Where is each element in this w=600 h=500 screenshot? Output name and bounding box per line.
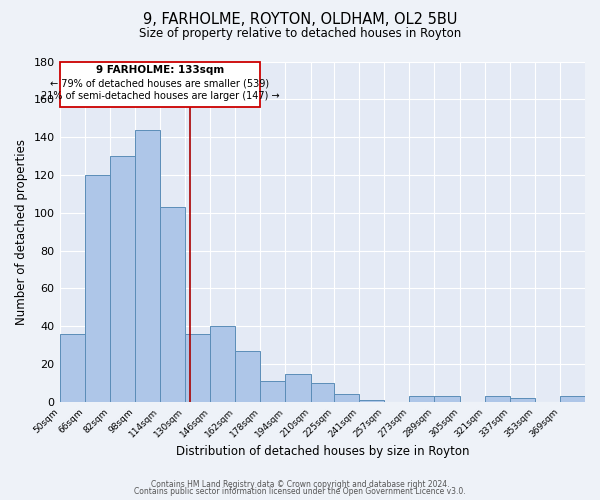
Y-axis label: Number of detached properties: Number of detached properties <box>15 138 28 324</box>
Bar <box>359 400 384 402</box>
Bar <box>260 381 286 402</box>
Bar <box>485 396 510 402</box>
Bar <box>286 374 311 402</box>
Bar <box>85 175 110 402</box>
Bar <box>409 396 434 402</box>
Bar <box>510 398 535 402</box>
Text: 21% of semi-detached houses are larger (147) →: 21% of semi-detached houses are larger (… <box>41 91 279 101</box>
Bar <box>560 396 585 402</box>
Bar <box>210 326 235 402</box>
FancyBboxPatch shape <box>59 62 260 107</box>
Text: Contains public sector information licensed under the Open Government Licence v3: Contains public sector information licen… <box>134 487 466 496</box>
Text: Contains HM Land Registry data © Crown copyright and database right 2024.: Contains HM Land Registry data © Crown c… <box>151 480 449 489</box>
Bar <box>135 130 160 402</box>
X-axis label: Distribution of detached houses by size in Royton: Distribution of detached houses by size … <box>176 444 469 458</box>
Bar <box>59 334 85 402</box>
Bar <box>334 394 359 402</box>
Bar <box>110 156 135 402</box>
Text: 9, FARHOLME, ROYTON, OLDHAM, OL2 5BU: 9, FARHOLME, ROYTON, OLDHAM, OL2 5BU <box>143 12 457 28</box>
Text: 9 FARHOLME: 133sqm: 9 FARHOLME: 133sqm <box>96 66 224 76</box>
Bar <box>311 383 334 402</box>
Bar <box>235 351 260 402</box>
Bar <box>160 207 185 402</box>
Text: Size of property relative to detached houses in Royton: Size of property relative to detached ho… <box>139 28 461 40</box>
Text: ← 79% of detached houses are smaller (539): ← 79% of detached houses are smaller (53… <box>50 78 269 88</box>
Bar <box>185 334 210 402</box>
Bar <box>434 396 460 402</box>
